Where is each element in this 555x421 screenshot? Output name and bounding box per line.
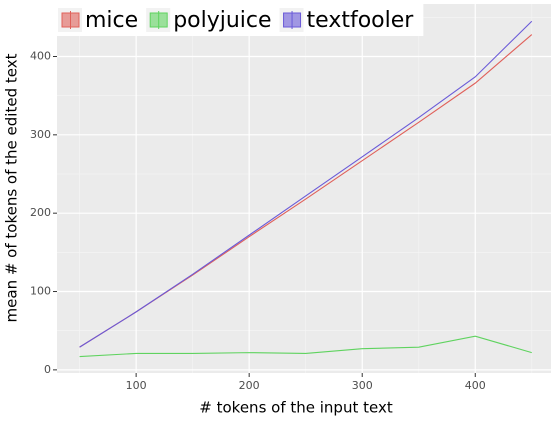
legend-label: polyjuice bbox=[173, 8, 271, 33]
line bbox=[79, 20, 533, 348]
legend-label: mice bbox=[85, 8, 138, 33]
panel bbox=[57, 4, 551, 373]
y-tick-label: 0 bbox=[44, 363, 51, 376]
legend-background bbox=[57, 4, 424, 36]
x-axis-label: # tokens of the input text bbox=[199, 399, 393, 417]
legend-label: textfooler bbox=[307, 8, 415, 33]
legend: mice polyjuice textfooler bbox=[57, 4, 424, 36]
x-tick-label: 400 bbox=[465, 379, 486, 392]
y-tick-label: 200 bbox=[30, 206, 51, 219]
y-axis-label: mean # of tokens of the edited text bbox=[3, 53, 21, 322]
line bbox=[79, 335, 532, 358]
x-tick-label: 100 bbox=[126, 379, 147, 392]
x-tick-label: 300 bbox=[352, 379, 373, 392]
y-tick-label: 300 bbox=[30, 128, 51, 141]
y-tick-label: 400 bbox=[30, 49, 51, 62]
y-tick-label: 100 bbox=[30, 285, 51, 298]
x-tick-label: 200 bbox=[239, 379, 260, 392]
